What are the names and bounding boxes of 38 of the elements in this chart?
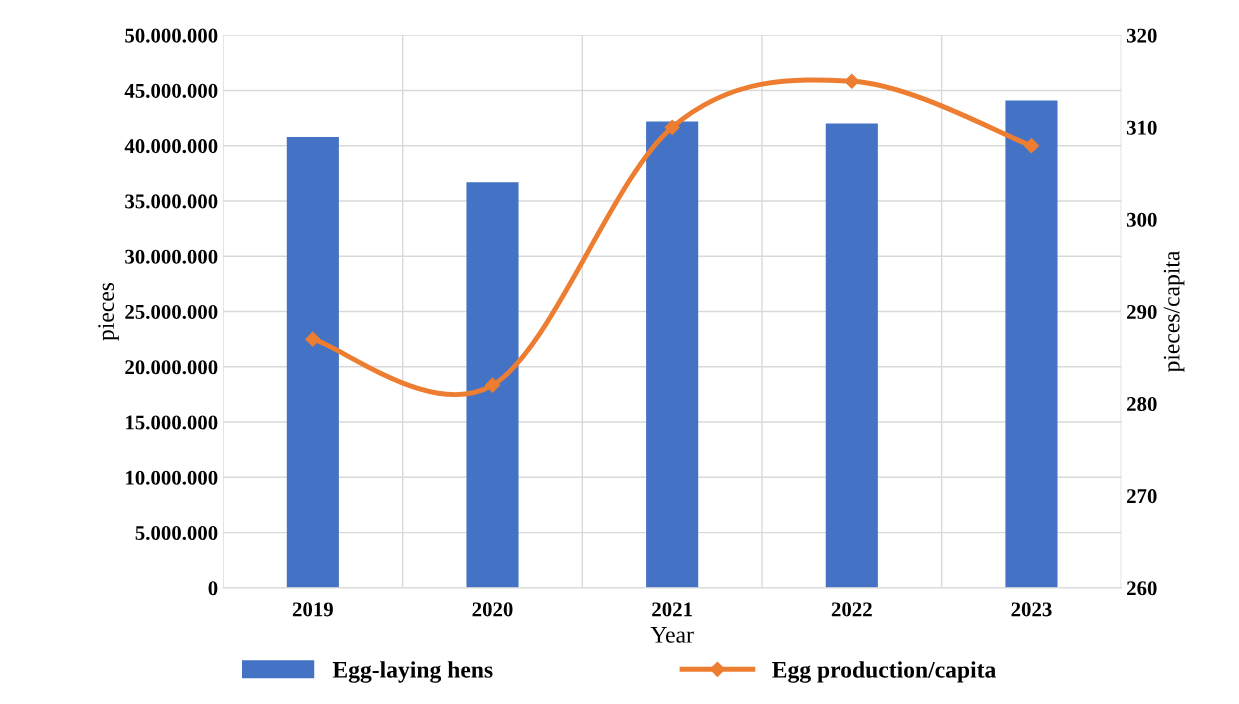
x-tick-label: 2021 [652,602,692,617]
y-tick-label: 40.000.000 [124,139,218,154]
bar [825,123,878,588]
bar [1005,100,1058,588]
point [1023,138,1040,154]
y-tick-label: 45.000.000 [124,83,218,98]
y2-tick-label: 310 [1126,120,1157,135]
point [664,119,680,135]
y2-tick-label: 260 [1127,581,1157,596]
y-tick-label: 35.000.000 [125,194,218,209]
x-tick-label: 2023 [1011,602,1052,617]
x-axis-title: Year [650,627,694,643]
point [305,331,321,347]
y-tick-label: 20.000.000 [125,360,218,375]
legend-label: Egg-laying hens [332,661,493,683]
legend-label: Egg production/capita [772,661,996,683]
x-tick-label: 2022 [831,602,872,617]
bar [646,121,699,588]
bar [466,182,519,588]
x-tick-label: 2020 [472,602,513,617]
y2-tick-label: 280 [1127,397,1157,412]
y-tick-label: 5.000.000 [135,525,218,541]
point [844,73,860,89]
y2-tick-label: 300 [1126,212,1157,227]
y-tick-label: 25.000.000 [125,304,218,320]
y-tick-label: 10.000.000 [126,470,218,485]
y2-tick-label: 320 [1126,28,1157,43]
point [484,377,501,393]
y2-tick-label: 290 [1127,304,1157,319]
y-tick-label: 50.000.000 [125,28,218,43]
y-axis-title: pieces [98,282,119,341]
y2-axis-title: pieces/capita [1163,250,1185,373]
x-tick-label: 2019 [292,602,333,617]
y-tick-label: 30.000.000 [125,249,218,264]
bar [286,136,339,588]
y2-tick-label: 270 [1127,489,1157,504]
y-tick-label: 15.000.000 [126,415,218,430]
y-tick-label: 0 [208,581,218,596]
